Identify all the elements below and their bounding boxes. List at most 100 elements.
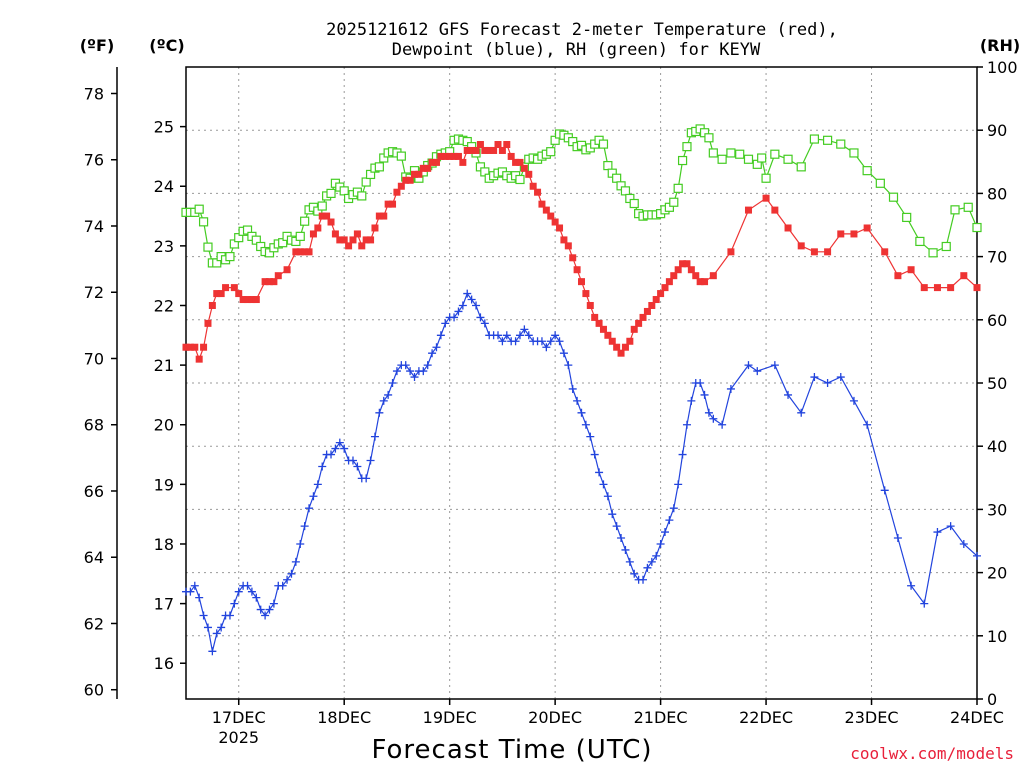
- temperature-point: [349, 236, 357, 244]
- dewpoint-point: [524, 331, 533, 340]
- temperature-point: [415, 170, 423, 178]
- rh-point: [620, 186, 631, 196]
- temperature-point: [920, 284, 928, 292]
- temperature-point: [617, 349, 625, 357]
- rh-point: [862, 166, 872, 176]
- temperature-point: [498, 146, 506, 154]
- dewpoint-point: [823, 379, 832, 387]
- series-dewpoint: [182, 289, 981, 656]
- rh-point: [875, 178, 885, 188]
- dewpoint-point: [836, 373, 845, 382]
- temperature-point: [701, 278, 709, 286]
- temperature-point: [358, 242, 366, 250]
- temperature-point: [643, 307, 651, 315]
- temperature-point: [301, 248, 309, 256]
- rh-tick-label: 40: [987, 437, 1007, 456]
- dewpoint-point: [450, 313, 459, 322]
- temperature-point: [340, 236, 348, 244]
- temperature-point: [709, 272, 717, 280]
- temperature-point: [635, 319, 643, 327]
- temperature-point: [881, 248, 889, 256]
- dewpoint-point: [704, 408, 713, 417]
- dewpoint-point: [454, 307, 463, 316]
- dewpoint-point: [784, 390, 793, 399]
- dewpoint-point: [946, 522, 955, 531]
- dewpoint-point: [608, 510, 617, 519]
- rh-point: [198, 217, 209, 227]
- dewpoint-point: [392, 367, 401, 376]
- dewpoint-point: [384, 390, 393, 399]
- temperature-point: [406, 176, 414, 184]
- dewpoint-point: [410, 373, 419, 382]
- temperature-point: [217, 290, 225, 298]
- temperature-point: [542, 206, 550, 214]
- temperature-point: [973, 284, 981, 292]
- dewpoint-point: [559, 349, 568, 358]
- temperature-point: [907, 266, 915, 274]
- temperature-point: [327, 218, 335, 226]
- rh-point: [796, 162, 806, 172]
- dewpoint-point: [678, 450, 687, 459]
- temperature-point: [309, 230, 317, 238]
- rh-point: [783, 154, 793, 164]
- dewpoint-point: [287, 569, 296, 578]
- temperature-point: [837, 230, 845, 238]
- dewpoint-point: [313, 480, 322, 489]
- dewpoint-point: [880, 486, 889, 495]
- temperature-point: [200, 343, 208, 351]
- dewpoint-point: [568, 384, 577, 393]
- fahrenheit-axis: 60 62 64 66 68 70 72 74 76 78: [84, 84, 117, 700]
- dewpoint-point: [186, 587, 195, 596]
- celsius-tick-label: 24: [154, 177, 174, 196]
- dewpoint-point: [269, 599, 278, 608]
- fahrenheit-tick-label: 76: [84, 151, 104, 170]
- temperature-point: [947, 284, 955, 292]
- temperature-point: [604, 331, 612, 339]
- temperature-point: [305, 248, 313, 256]
- temperature-point: [191, 343, 199, 351]
- temperature-point: [727, 248, 735, 256]
- celsius-tick-label: 23: [154, 237, 174, 256]
- dewpoint-point: [726, 384, 735, 393]
- dewpoint-point: [612, 522, 621, 531]
- grid-lines: [186, 67, 977, 699]
- rh-point: [357, 191, 367, 201]
- dewpoint-point: [498, 337, 507, 346]
- temperature-point: [674, 266, 682, 274]
- temperature-point: [591, 313, 599, 321]
- fahrenheit-tick-label: 64: [84, 548, 104, 567]
- temperature-point: [235, 290, 243, 298]
- dewpoint-point: [401, 361, 410, 370]
- temperature-point: [850, 230, 858, 238]
- dewpoint-point: [225, 611, 234, 620]
- temperature-point: [490, 146, 498, 154]
- dewpoint-point: [564, 361, 573, 370]
- chart-title-line-1: 2025121612 GFS Forecast 2-meter Temperat…: [326, 20, 838, 40]
- dewpoint-point: [586, 432, 595, 441]
- temperature-point: [402, 176, 410, 184]
- temperature-point: [397, 182, 405, 190]
- temperature-point: [670, 272, 678, 280]
- temperature-point: [696, 278, 704, 286]
- rh-point: [849, 148, 859, 158]
- rh-tick-label: 30: [987, 500, 1007, 519]
- dewpoint-point: [542, 343, 551, 352]
- dewpoint-point: [428, 349, 437, 358]
- rh-axis: 0 10 20 30 40 50 60 70 80 90 100: [977, 58, 1018, 709]
- dewpoint-point: [933, 528, 942, 537]
- dewpoint-point: [502, 331, 511, 340]
- dewpoint-point: [247, 587, 256, 596]
- chart-title-line-2: Dewpoint (blue), RH (green) for KEYW: [392, 40, 761, 60]
- rh-point: [963, 202, 973, 212]
- time-tick-label: 19DEC: [423, 708, 477, 727]
- dewpoint-point: [463, 289, 472, 298]
- temperature-point: [863, 224, 871, 232]
- temperature-point: [472, 146, 480, 154]
- temperature-point: [578, 278, 585, 286]
- fahrenheit-tick-label: 78: [84, 84, 104, 103]
- temperature-point: [367, 236, 375, 244]
- rh-point: [673, 183, 683, 193]
- series-rh: [181, 124, 982, 268]
- celsius-tick-label: 16: [154, 654, 174, 673]
- fahrenheit-tick-label: 62: [84, 614, 104, 633]
